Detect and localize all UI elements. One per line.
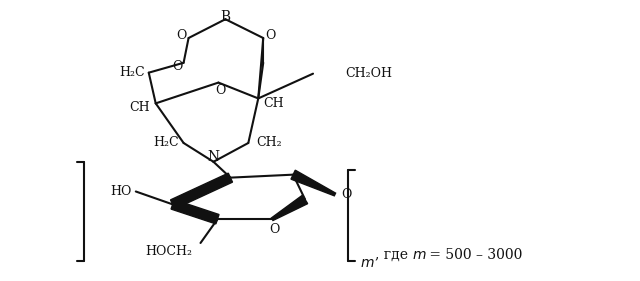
Text: $m$: $m$ bbox=[412, 248, 426, 262]
Text: = 500 – 3000: = 500 – 3000 bbox=[424, 248, 522, 262]
Text: , где: , где bbox=[375, 248, 412, 262]
Text: CH: CH bbox=[129, 101, 150, 114]
Text: O: O bbox=[269, 223, 280, 235]
Text: H₂C: H₂C bbox=[119, 66, 145, 79]
Text: H₂C: H₂C bbox=[153, 137, 179, 149]
Text: B: B bbox=[220, 10, 230, 24]
Text: CH: CH bbox=[263, 97, 284, 110]
Text: CH₂: CH₂ bbox=[256, 137, 282, 149]
Text: HOCH₂: HOCH₂ bbox=[145, 245, 193, 259]
Text: N: N bbox=[207, 150, 220, 164]
Text: O: O bbox=[265, 29, 275, 42]
Text: HO: HO bbox=[111, 185, 132, 198]
Text: O: O bbox=[341, 188, 351, 201]
Polygon shape bbox=[271, 195, 308, 221]
Polygon shape bbox=[170, 173, 232, 209]
Polygon shape bbox=[171, 200, 219, 224]
Polygon shape bbox=[291, 170, 335, 196]
Text: CH₂OH: CH₂OH bbox=[345, 67, 392, 80]
Text: O: O bbox=[177, 29, 187, 42]
Text: O: O bbox=[215, 84, 226, 97]
Text: O: O bbox=[172, 60, 183, 73]
Text: $m$: $m$ bbox=[360, 256, 374, 270]
